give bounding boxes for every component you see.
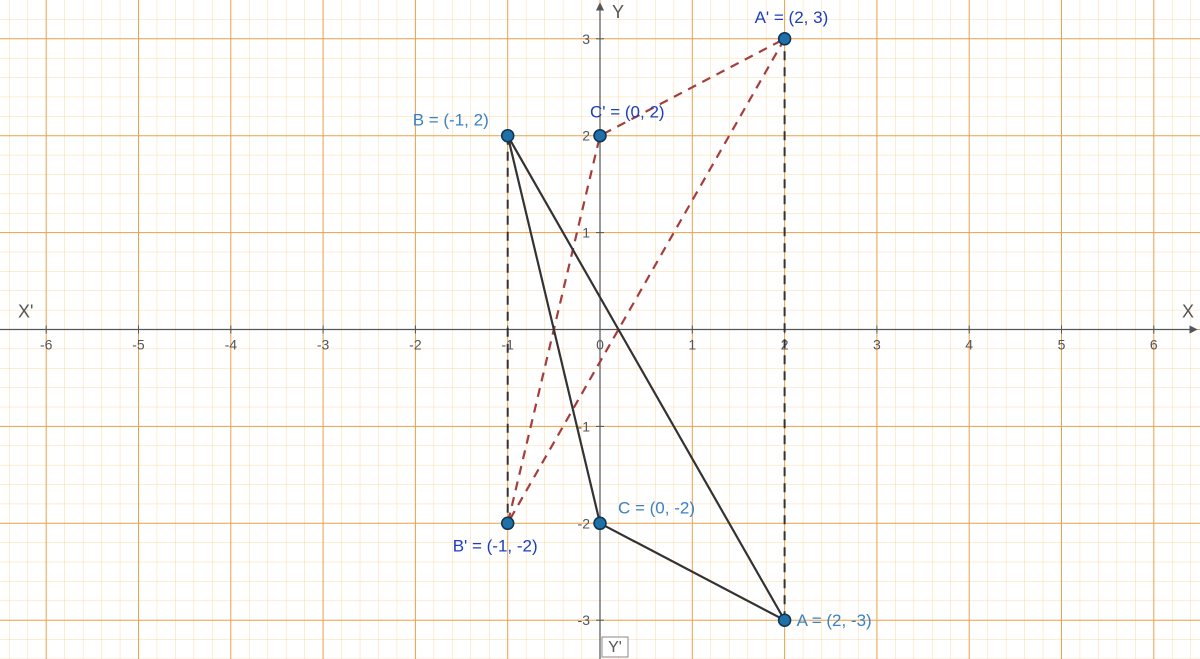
point-label-Cp: C' = (0, 2) [590,103,665,122]
y-tick-label: -1 [578,418,591,434]
point-label-C: C = (0, -2) [618,498,695,517]
x-tick-label: -3 [317,337,330,353]
point-C[interactable] [594,517,606,529]
point-A[interactable] [779,614,791,626]
x-tick-label: 1 [688,337,696,353]
point-label-B: B = (-1, 2) [413,111,489,130]
x-axis-label-neg: X' [18,302,33,322]
x-tick-label: 5 [1058,337,1066,353]
point-label-Ap: A' = (2, 3) [755,8,829,27]
y-tick-label: 1 [582,225,590,241]
point-label-A: A = (2, -3) [797,611,872,630]
x-tick-label: -5 [132,337,145,353]
triangle-original-solid [508,136,785,621]
y-tick-label: 2 [582,128,590,144]
x-tick-label: 3 [873,337,881,353]
x-tick-label: 6 [1150,337,1158,353]
x-tick-label: 4 [965,337,973,353]
y-tick-label: -2 [578,515,591,531]
x-tick-label: 0 [596,337,604,353]
y-tick-label: -3 [578,612,591,628]
y-axis-label-neg: Y' [608,639,622,656]
y-tick-label: 3 [582,31,590,47]
point-Ap[interactable] [779,33,791,45]
point-Bp[interactable] [502,517,514,529]
x-tick-label: -4 [225,337,238,353]
axes: -6-5-4-3-2-10123456-3-2-1123XX'YY' [0,2,1196,659]
point-label-Bp: B' = (-1, -2) [453,536,538,555]
x-tick-label: -6 [40,337,53,353]
point-B[interactable] [502,130,514,142]
x-tick-label: -2 [409,337,422,353]
point-Cp[interactable] [594,130,606,142]
x-axis-label-pos: X [1182,302,1194,322]
coordinate-plane: -6-5-4-3-2-10123456-3-2-1123XX'YY'A = (2… [0,0,1200,659]
y-axis-label-pos: Y [612,2,624,22]
